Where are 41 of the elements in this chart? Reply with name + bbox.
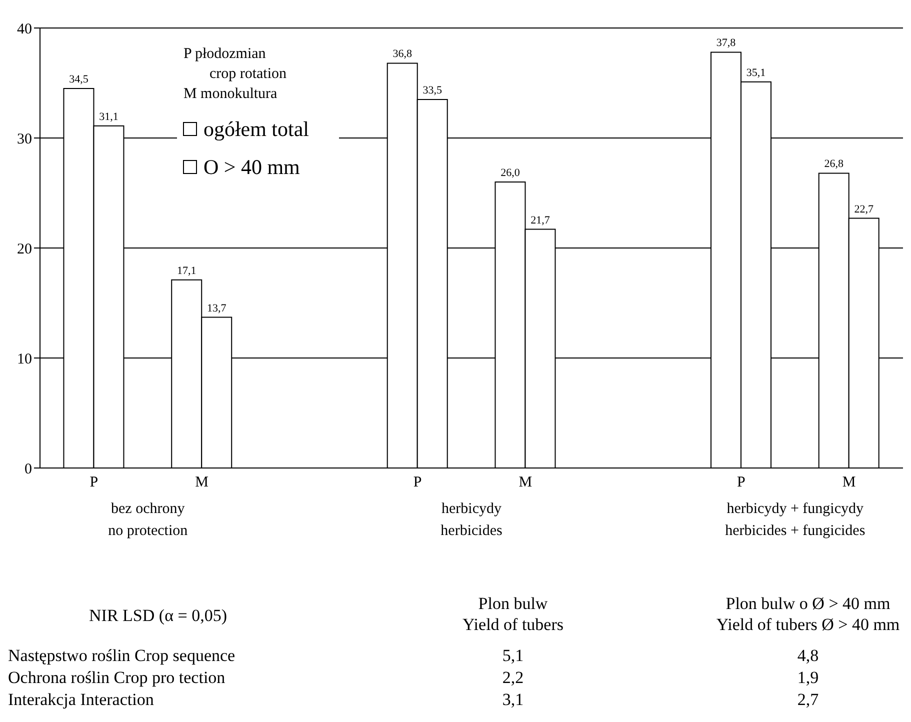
y-tick-label: 20 bbox=[17, 241, 32, 258]
y-tick-label: 0 bbox=[24, 461, 32, 478]
data-label: 22,7 bbox=[854, 203, 874, 216]
text: herbicydy + fungicydy herbicides + fungicides bbox=[724, 500, 866, 541]
x-tick-label: M bbox=[842, 474, 856, 491]
data-label: 37,8 bbox=[716, 37, 736, 50]
data-label: 31,1 bbox=[99, 110, 118, 123]
x-tick-label: P bbox=[737, 474, 746, 491]
legend-label: O > 40 mm bbox=[203, 154, 300, 180]
data-label: 34,5 bbox=[69, 74, 89, 86]
text: 2,2 bbox=[501, 667, 525, 688]
text: Plon bulw o Ø > 40 mm Yield of tubers Ø > 40 mm bbox=[715, 593, 901, 635]
text: Ochrona roślin Crop pro tection bbox=[8, 667, 226, 688]
legend-title: P płodozmian crop rotation M monokultura bbox=[183, 45, 288, 104]
text: 3,1 bbox=[501, 689, 525, 710]
text: NIR LSD (α = 0,05) bbox=[88, 605, 228, 626]
data-label: 36,8 bbox=[392, 48, 412, 60]
text: 5,1 bbox=[501, 645, 525, 666]
text: 1,9 bbox=[796, 667, 820, 688]
text: 2,7 bbox=[796, 689, 820, 710]
text: Następstwo roślin Crop sequence bbox=[8, 645, 236, 666]
x-tick-label: M bbox=[195, 474, 208, 491]
text: herbicydy herbicides bbox=[440, 500, 504, 541]
text: Interakcja Interaction bbox=[8, 689, 155, 710]
y-tick-label: 10 bbox=[17, 351, 32, 368]
x-tick-label: P bbox=[90, 474, 98, 491]
data-label: 17,1 bbox=[176, 264, 196, 277]
y-tick-label: 40 bbox=[17, 21, 32, 38]
data-label: 33,5 bbox=[422, 84, 442, 96]
text: bez ochrony no protection bbox=[107, 500, 189, 541]
legend-label: ogółem total bbox=[203, 116, 310, 142]
y-tick-label: 30 bbox=[17, 131, 32, 148]
x-tick-label: P bbox=[413, 474, 422, 491]
data-label: 21,7 bbox=[530, 214, 550, 226]
data-label: 13,7 bbox=[206, 302, 227, 314]
text: 4,8 bbox=[796, 645, 820, 666]
text: Plon bulw Yield of tubers bbox=[461, 593, 565, 635]
data-label: 26,0 bbox=[500, 167, 520, 179]
data-label: 35,1 bbox=[746, 66, 766, 79]
x-tick-label: M bbox=[518, 474, 532, 491]
data-label: 26,8 bbox=[824, 158, 844, 170]
